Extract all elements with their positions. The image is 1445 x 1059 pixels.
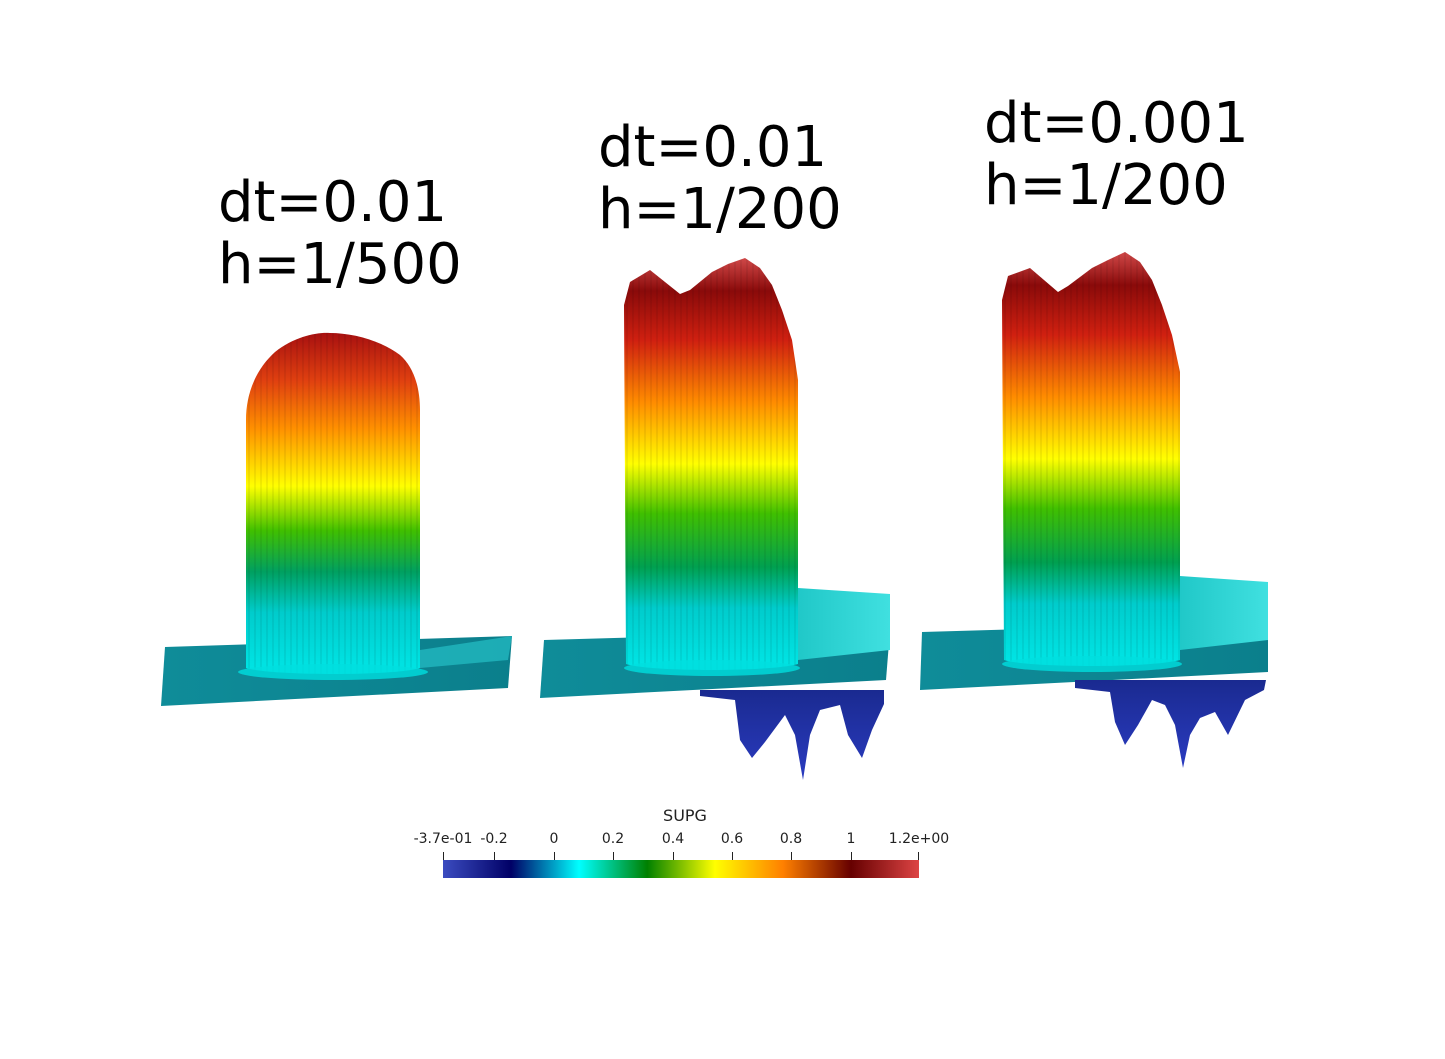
- colorbar-gradient: [443, 860, 919, 878]
- shelf: [420, 636, 512, 668]
- colorbar-tick-label: 0.8: [779, 831, 803, 847]
- colorbar-tick: [851, 852, 852, 860]
- colorbar-legend: SUPG -3.7e-01 -0.2 0 0.2 0.4 0.6 0.8 1 1…: [405, 802, 965, 882]
- colorbar-tick: [494, 852, 495, 860]
- colorbar-tick-label: -0.2: [480, 831, 508, 847]
- shelf: [798, 588, 890, 660]
- negative-undershoot: [1075, 680, 1266, 768]
- shelf: [1180, 576, 1268, 650]
- panel-3-h: h=1/200: [984, 153, 1228, 218]
- colorbar-tick: [443, 852, 444, 860]
- surface-panel-3: [920, 252, 1268, 768]
- panel-2-label: dt=0.01 h=1/200: [598, 117, 842, 241]
- colorbar-tick: [791, 852, 792, 860]
- panel-2-dt: dt=0.01: [598, 115, 828, 180]
- colorbar-min-label: -3.7e-01: [413, 831, 473, 847]
- colorbar-tick-label: 0.6: [720, 831, 744, 847]
- colorbar-tick: [613, 852, 614, 860]
- colorbar-tick: [732, 852, 733, 860]
- surface-panel-1: [161, 332, 512, 706]
- colorbar-tick-label: 0: [549, 831, 559, 847]
- colorbar-title: SUPG: [663, 806, 707, 825]
- panel-3-dt: dt=0.001: [984, 91, 1249, 156]
- panel-1-label: dt=0.01 h=1/500: [218, 172, 462, 296]
- colorbar-max-label: 1.2e+00: [888, 831, 950, 847]
- panel-2-h: h=1/200: [598, 177, 842, 242]
- panel-1-dt: dt=0.01: [218, 170, 448, 235]
- colorbar-tick: [673, 852, 674, 860]
- negative-undershoot: [700, 690, 884, 780]
- panel-3-label: dt=0.001 h=1/200: [984, 93, 1249, 217]
- colorbar-tick-label: 0.4: [661, 831, 685, 847]
- panel-1-h: h=1/500: [218, 232, 462, 297]
- colorbar-tick: [918, 852, 919, 860]
- colorbar-tick-label: 1: [846, 831, 856, 847]
- colorbar-tick: [554, 852, 555, 860]
- colorbar-tick-label: 0.2: [601, 831, 625, 847]
- surface-panel-2: [540, 258, 890, 780]
